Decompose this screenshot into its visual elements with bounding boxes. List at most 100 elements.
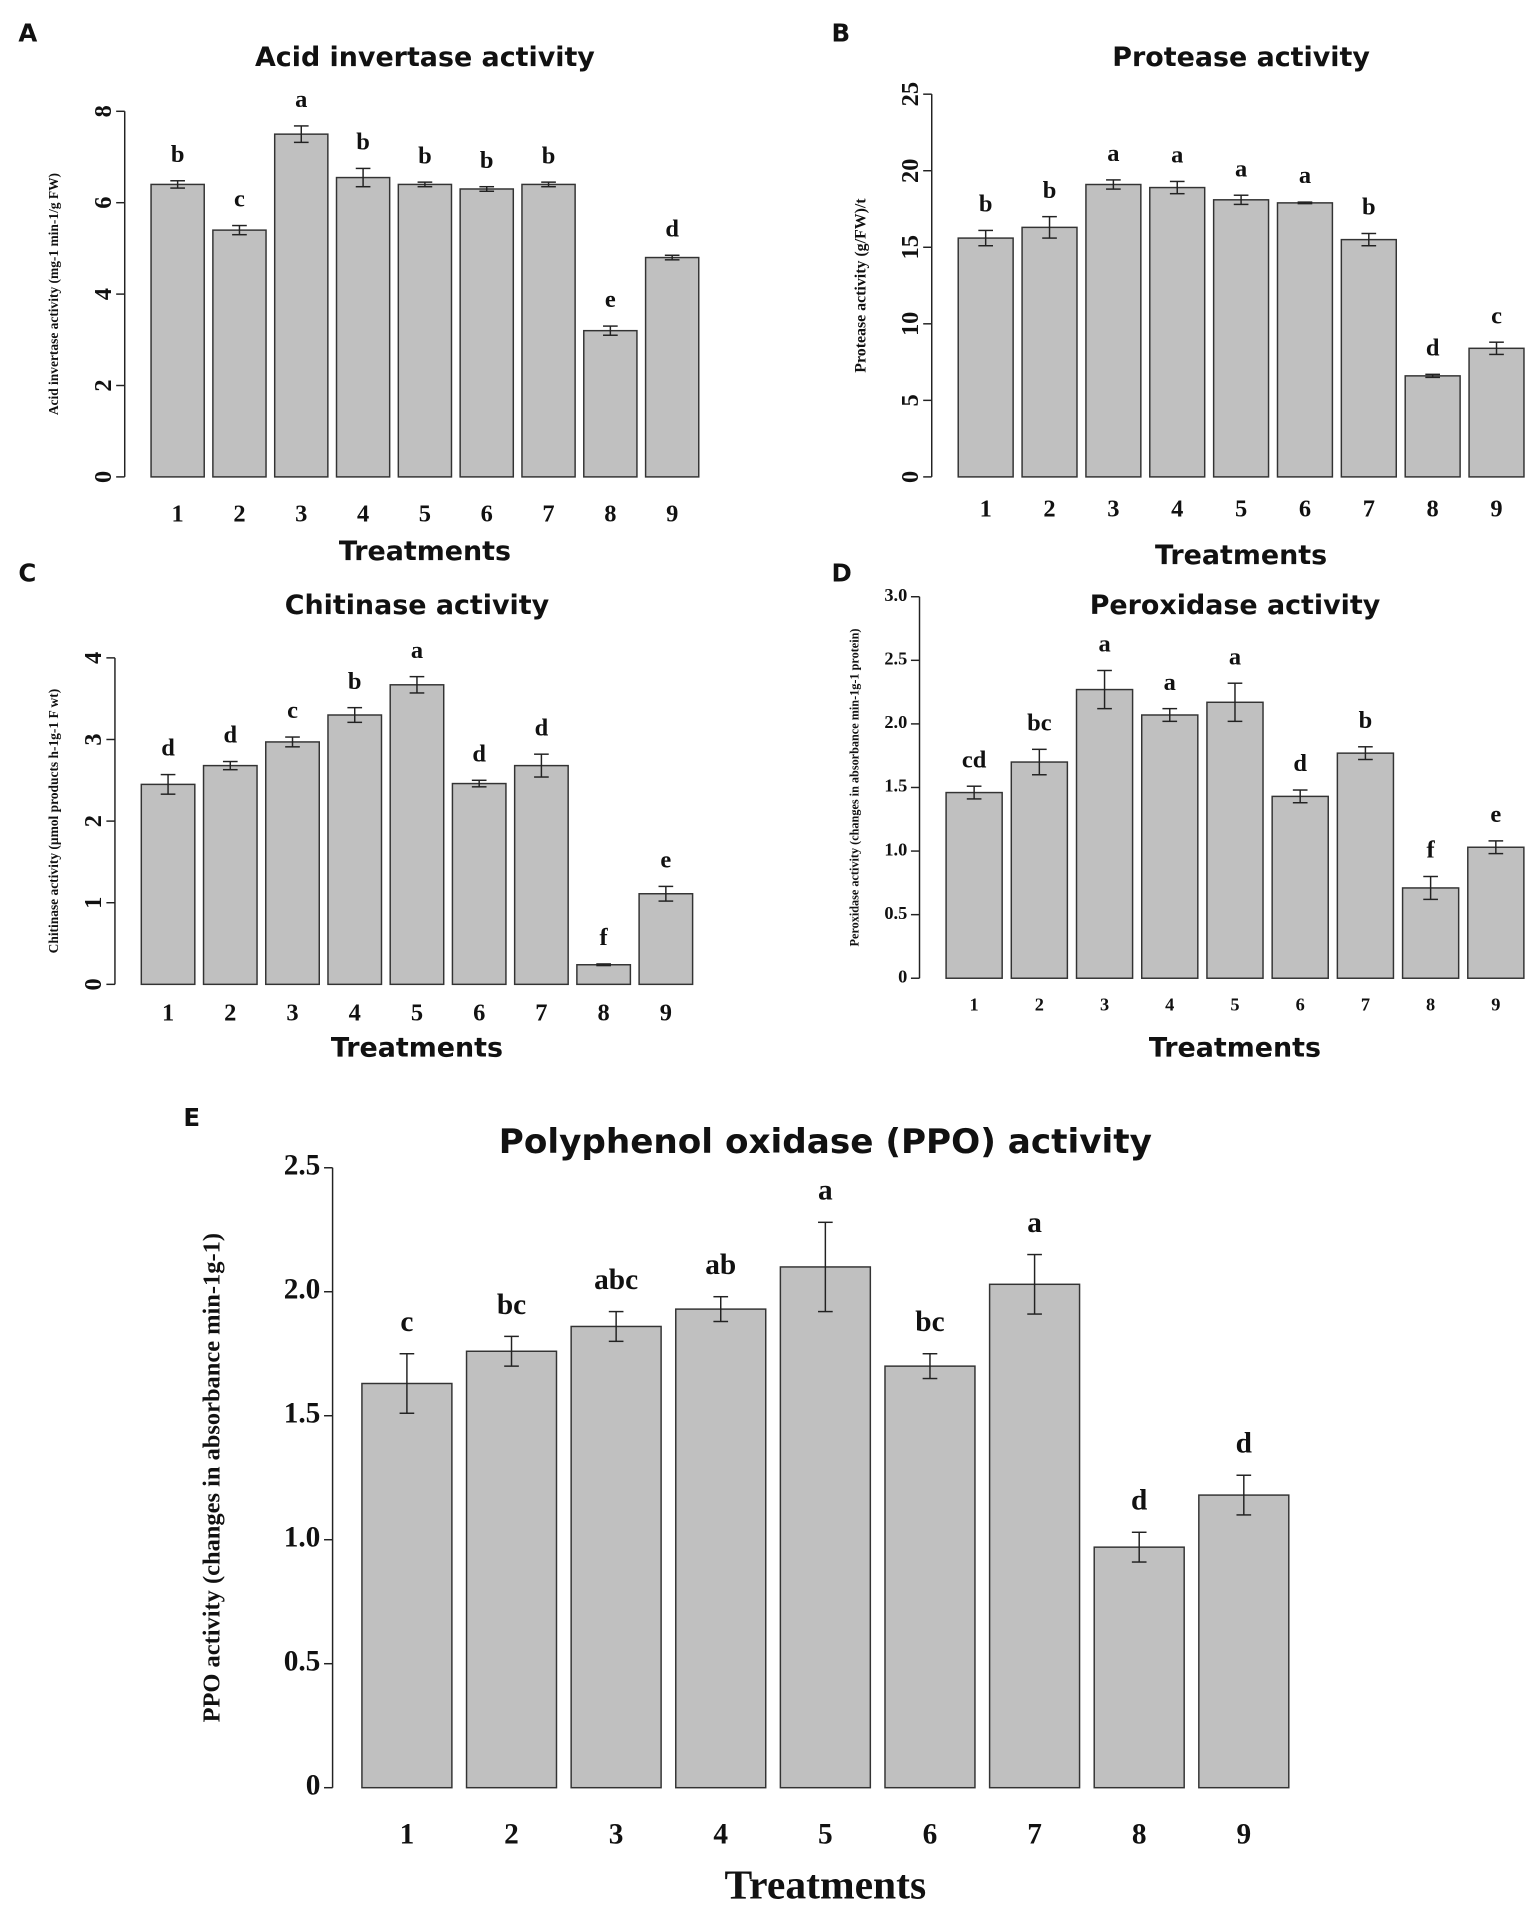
x-tick-label: 1 <box>970 995 979 1015</box>
panel-label: D <box>831 559 851 588</box>
y-axis-label: Acid invertase activity (mg-1 min-1/g FW… <box>46 173 61 415</box>
significance-letter: d <box>1236 1428 1252 1460</box>
y-axis-label: Chitinase activity (µmol products h-1g-1… <box>46 689 61 954</box>
significance-letter: b <box>480 147 494 174</box>
bar <box>335 176 391 478</box>
x-tick-label: 9 <box>666 501 678 528</box>
y-tick-label: 15 <box>897 235 924 259</box>
bar <box>1021 226 1078 478</box>
y-tick-label: 0 <box>90 471 117 483</box>
x-tick-label: 8 <box>1132 1818 1147 1850</box>
x-tick-label: 2 <box>233 501 245 528</box>
bar <box>521 183 576 478</box>
significance-letter: a <box>1235 155 1247 182</box>
x-tick-label: 8 <box>604 501 616 528</box>
significance-letter: cd <box>962 746 987 773</box>
bar <box>459 188 515 478</box>
bar <box>1340 238 1397 478</box>
bar <box>1276 202 1334 478</box>
significance-letter: c <box>234 186 245 213</box>
significance-letter: c <box>1491 302 1502 329</box>
x-tick-label: 5 <box>1230 995 1239 1015</box>
significance-letter: f <box>1427 837 1436 864</box>
x-tick-label: 4 <box>1171 496 1183 523</box>
significance-letter: a <box>1098 631 1110 658</box>
y-tick-label: 0 <box>898 966 907 986</box>
significance-letter: e <box>1490 801 1501 828</box>
x-tick-label: 2 <box>1043 496 1055 523</box>
y-tick-label: 0 <box>80 978 107 990</box>
significance-letter: d <box>472 740 486 767</box>
y-axis-label: Protease activity (g/FW)/t <box>853 198 870 373</box>
x-tick-label: 1 <box>172 501 184 528</box>
significance-letter: abc <box>594 1264 638 1296</box>
significance-letter: c <box>400 1306 413 1338</box>
bar <box>1467 846 1525 979</box>
y-tick-label: 2.5 <box>884 649 907 669</box>
significance-letter: a <box>818 1175 833 1207</box>
significance-letter: a <box>1164 669 1176 696</box>
bar <box>1149 186 1206 478</box>
significance-letter: f <box>600 924 609 951</box>
y-tick-label: 2 <box>80 815 107 827</box>
bar <box>1198 1494 1290 1789</box>
significance-letter: ab <box>705 1249 736 1281</box>
y-tick-label: 0 <box>306 1769 321 1801</box>
x-tick-label: 3 <box>1100 995 1109 1015</box>
bar <box>1468 347 1525 478</box>
bar <box>212 229 267 478</box>
y-tick-label: 8 <box>90 105 117 117</box>
y-tick-label: 4 <box>80 652 107 664</box>
bar <box>1401 887 1460 979</box>
y-tick-label: 1.0 <box>284 1521 321 1553</box>
x-tick-label: 2 <box>1035 995 1044 1015</box>
y-tick-label: 20 <box>897 159 924 183</box>
x-tick-label: 3 <box>1107 496 1119 523</box>
bar <box>397 183 453 478</box>
bar <box>576 964 632 986</box>
bar <box>945 791 1003 979</box>
bar <box>675 1308 767 1789</box>
bar <box>1212 199 1270 478</box>
significance-letter: b <box>1043 177 1057 204</box>
bar <box>779 1266 872 1789</box>
significance-letter: c <box>287 697 298 724</box>
x-tick-label: 6 <box>1296 995 1305 1015</box>
significance-letter: d <box>1426 334 1440 361</box>
x-tick-label: 1 <box>162 1000 174 1027</box>
y-tick-label: 2.0 <box>284 1273 321 1305</box>
y-tick-label: 3 <box>80 733 107 745</box>
x-axis-label: Treatments <box>331 1033 503 1064</box>
x-tick-label: 9 <box>1491 995 1500 1015</box>
y-axis-label: PPO activity (changes in absorbance min-… <box>199 1233 226 1722</box>
bar <box>1404 375 1461 478</box>
x-tick-label: 7 <box>1361 995 1370 1015</box>
y-tick-label: 1.0 <box>884 839 907 859</box>
bar <box>1085 183 1142 478</box>
x-tick-label: 5 <box>411 1000 423 1027</box>
chart-title: Peroxidase activity <box>1090 590 1381 621</box>
bar <box>327 714 383 986</box>
significance-letter: bc <box>915 1306 944 1338</box>
x-tick-label: 3 <box>609 1818 624 1850</box>
y-tick-label: 0.5 <box>284 1645 321 1677</box>
significance-letter: d <box>223 722 237 749</box>
x-tick-label: 8 <box>1427 496 1439 523</box>
significance-letter: b <box>1362 194 1376 221</box>
significance-letter: d <box>1131 1485 1147 1517</box>
x-axis-label: Treatments <box>1149 1033 1321 1064</box>
significance-letter: b <box>348 668 362 695</box>
y-tick-label: 2 <box>90 379 117 391</box>
bar <box>1140 714 1199 979</box>
y-tick-label: 5 <box>897 394 924 406</box>
y-tick-label: 1.5 <box>284 1397 321 1429</box>
significance-letter: e <box>660 847 671 874</box>
x-tick-label: 6 <box>481 501 493 528</box>
x-tick-label: 2 <box>224 1000 236 1027</box>
bar <box>150 183 205 478</box>
chart-title: Polyphenol oxidase (PPO) activity <box>499 1122 1152 1162</box>
bar <box>140 783 196 986</box>
significance-letter: b <box>1359 707 1373 734</box>
x-axis-label: Treatments <box>339 536 511 567</box>
x-tick-label: 9 <box>1236 1818 1251 1850</box>
